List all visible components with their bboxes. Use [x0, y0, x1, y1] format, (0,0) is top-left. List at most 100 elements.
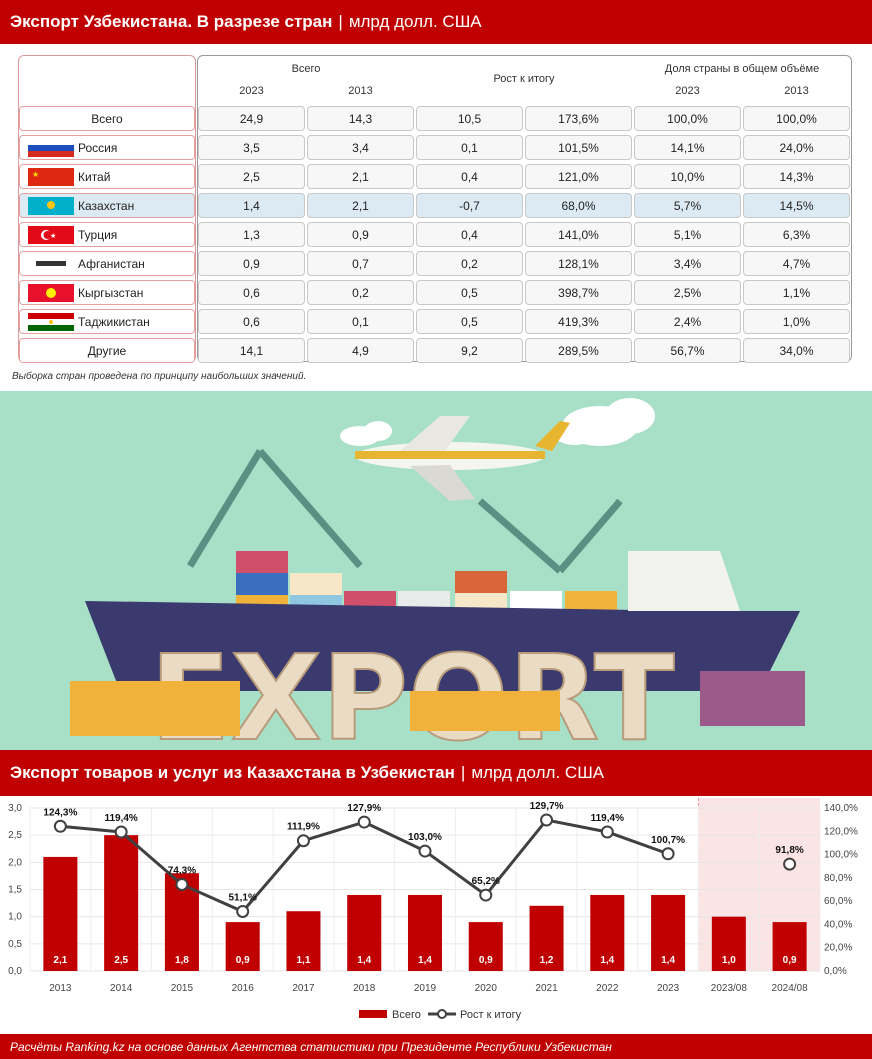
truck-icon [410, 691, 560, 731]
kazakhstan-flag-icon [28, 197, 74, 215]
table-cell-diff: 0,4 [416, 164, 523, 189]
header-growth: Рост к итогу [493, 73, 555, 85]
table-cell-diff: 0,1 [416, 135, 523, 160]
legend-line-label: Рост к итогу [460, 1009, 522, 1021]
y2-tick-label: 80,0% [824, 873, 852, 884]
table-cell-v2023: 0,6 [198, 280, 305, 305]
table-cell-diff: 0,5 [416, 309, 523, 334]
legend-line-marker [437, 1009, 447, 1019]
x-tick-label: 2021 [535, 983, 558, 994]
table-cell-growth: 141,0% [525, 222, 632, 247]
country-name: Казахстан [78, 198, 135, 213]
country-name: Россия [78, 140, 118, 155]
header-total: Всего [291, 63, 321, 75]
top-banner-unit: млрд долл. США [348, 12, 482, 31]
chart-title-separator: | [460, 763, 466, 782]
kyrgyzstan-flag-icon [28, 284, 74, 302]
values-frame [197, 55, 852, 362]
table-cell-s2013: 24,0% [743, 135, 850, 160]
growth-point [418, 844, 432, 858]
growth-point [114, 825, 128, 839]
growth-point [53, 819, 67, 833]
x-tick-label: 2019 [414, 983, 437, 994]
table-row-name: Всего [19, 106, 195, 131]
growth-value-label: 51,1% [229, 893, 257, 904]
railcar-icon [700, 671, 805, 726]
table-cell-growth: 419,3% [525, 309, 632, 334]
y2-tick-label: 120,0% [824, 826, 858, 837]
bar [529, 905, 564, 971]
y-tick-label: 0,5 [8, 939, 22, 950]
growth-point [600, 825, 614, 839]
table-cell-growth: 289,5% [525, 338, 632, 363]
y-tick-label: 1,5 [8, 885, 22, 896]
growth-point [357, 815, 371, 829]
table-cell-v2023: 0,9 [198, 251, 305, 276]
table-cell-s2013: 34,0% [743, 338, 850, 363]
table-cell-growth: 101,5% [525, 135, 632, 160]
table-cell-s2013: 14,5% [743, 193, 850, 218]
bar-value-label: 1,0 [722, 955, 736, 966]
bar [347, 894, 382, 971]
table-cell-s2013: 100,0% [743, 106, 850, 131]
table-cell-s2013: 1,0% [743, 309, 850, 334]
x-tick-label: 2023 [657, 983, 680, 994]
table-cell-v2023: 0,6 [198, 309, 305, 334]
ship-bridge-icon [628, 551, 740, 611]
bar [772, 922, 807, 971]
growth-value-label: 124,3% [43, 807, 77, 818]
x-tick-label: 2024/08 [772, 983, 809, 994]
x-tick-label: 2020 [475, 983, 498, 994]
table-cell-v2013: 0,7 [307, 251, 414, 276]
bar-value-label: 2,5 [114, 955, 128, 966]
table-note: Выборка стран проведена по принципу наиб… [12, 371, 307, 382]
table-cell-diff: 0,4 [416, 222, 523, 247]
growth-value-label: 103,0% [408, 832, 442, 843]
growth-point [479, 888, 493, 902]
bar [468, 922, 503, 971]
table-cell-growth: 68,0% [525, 193, 632, 218]
bar-value-label: 0,9 [479, 955, 493, 966]
table-cell-v2013: 2,1 [307, 193, 414, 218]
y2-tick-label: 140,0% [824, 803, 858, 814]
table-row-name: ★ Китай [19, 164, 195, 189]
top-banner-separator: | [338, 12, 343, 31]
table-cell-s2023: 2,5% [634, 280, 741, 305]
table-cell-s2013: 6,3% [743, 222, 850, 247]
country-name: Таджикистан [78, 314, 150, 329]
growth-value-label: 127,9% [347, 803, 381, 814]
table-cell-diff: 0,2 [416, 251, 523, 276]
table-row-name: Другие [19, 338, 195, 363]
turkey-flag-icon: ★ [28, 226, 74, 244]
svg-text:★: ★ [50, 232, 56, 240]
table-cell-v2023: 24,9 [198, 106, 305, 131]
footer-source: Расчёты Ranking.kz на основе данных Аген… [0, 1034, 872, 1059]
bar [43, 856, 78, 971]
table-cell-v2013: 2,1 [307, 164, 414, 189]
table-cell-s2023: 10,0% [634, 164, 741, 189]
bar-value-label: 1,2 [540, 955, 554, 966]
bar-value-label: 1,4 [661, 955, 675, 966]
top-banner: Экспорт Узбекистана. В разрезе стран | м… [0, 0, 872, 44]
country-name: Китай [78, 169, 111, 184]
table-cell-v2013: 0,9 [307, 222, 414, 247]
table-row-name: Таджикистан [19, 309, 195, 334]
country-name: Кыргызстан [78, 285, 144, 300]
bar [711, 916, 746, 971]
y-tick-label: 2,5 [8, 830, 22, 841]
bar-value-label: 1,1 [297, 955, 311, 966]
x-tick-label: 2018 [353, 983, 376, 994]
svg-text:★: ★ [32, 170, 39, 179]
y2-tick-label: 0,0% [824, 966, 847, 977]
table-row-name: Кыргызстан [19, 280, 195, 305]
growth-point [296, 834, 310, 848]
y-tick-label: 1,0 [8, 912, 22, 923]
table-cell-diff: 10,5 [416, 106, 523, 131]
table-cell-v2013: 4,9 [307, 338, 414, 363]
locomotive-icon [70, 681, 240, 736]
header-share-2013: 2013 [784, 85, 809, 97]
table-row-name: Россия [19, 135, 195, 160]
table-cell-v2023: 1,4 [198, 193, 305, 218]
table-cell-s2023: 5,1% [634, 222, 741, 247]
table-cell-s2023: 56,7% [634, 338, 741, 363]
